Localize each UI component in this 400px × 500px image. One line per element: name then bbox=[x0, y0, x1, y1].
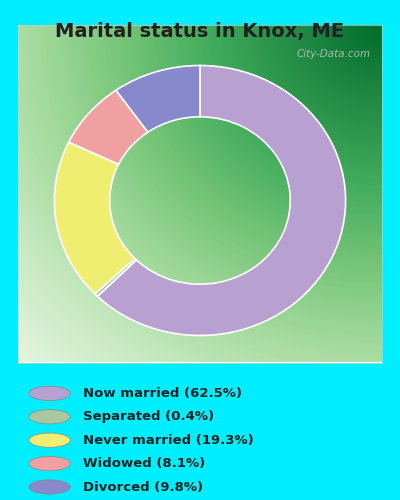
Text: Now married (62.5%): Now married (62.5%) bbox=[84, 387, 242, 400]
Text: Separated (0.4%): Separated (0.4%) bbox=[84, 410, 214, 424]
Circle shape bbox=[29, 433, 70, 448]
Wedge shape bbox=[95, 258, 136, 296]
Wedge shape bbox=[98, 66, 346, 336]
Wedge shape bbox=[54, 142, 135, 294]
Circle shape bbox=[29, 480, 70, 494]
Circle shape bbox=[29, 456, 70, 471]
Text: Divorced (9.8%): Divorced (9.8%) bbox=[84, 480, 204, 494]
Wedge shape bbox=[69, 90, 148, 164]
Text: City-Data.com: City-Data.com bbox=[297, 48, 371, 58]
Text: Never married (19.3%): Never married (19.3%) bbox=[84, 434, 254, 446]
Circle shape bbox=[29, 410, 70, 424]
Circle shape bbox=[29, 386, 70, 400]
Text: Widowed (8.1%): Widowed (8.1%) bbox=[84, 457, 206, 470]
Text: Marital status in Knox, ME: Marital status in Knox, ME bbox=[56, 22, 344, 42]
Wedge shape bbox=[116, 66, 200, 132]
